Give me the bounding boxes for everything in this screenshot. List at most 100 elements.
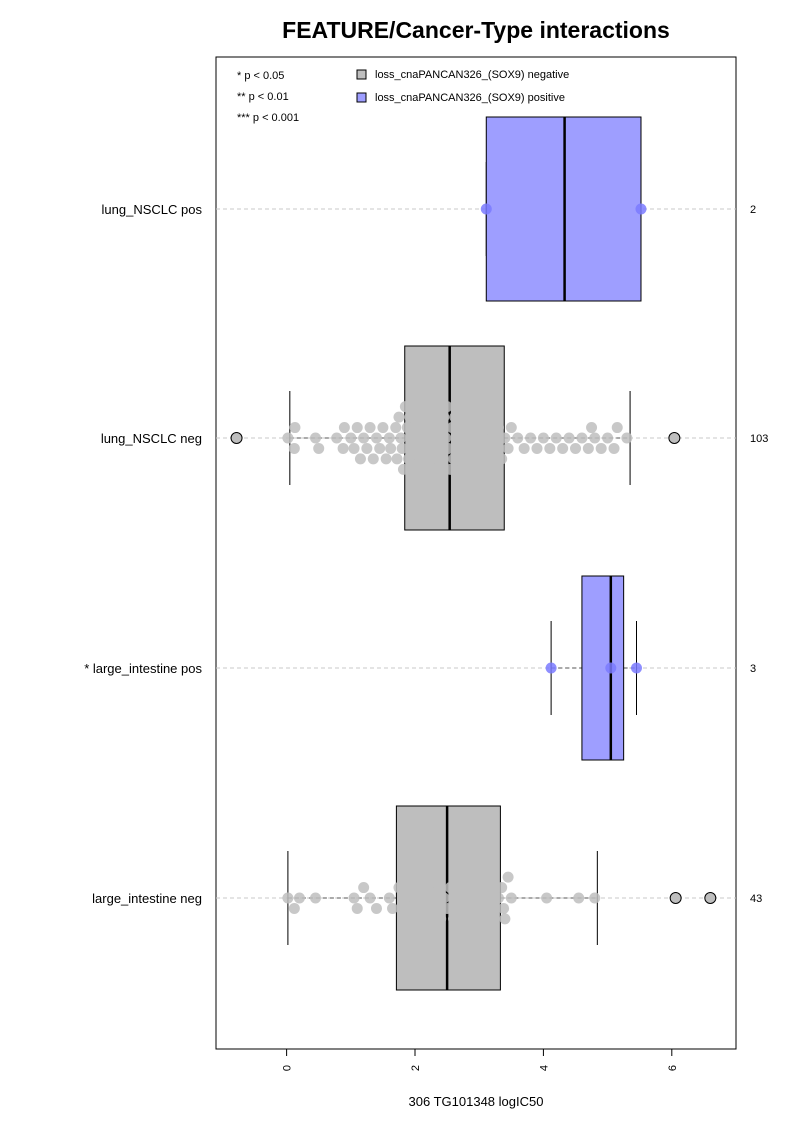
data-point: [492, 892, 504, 904]
data-point: [453, 401, 465, 413]
n-label: 103: [750, 433, 768, 445]
data-point: [550, 432, 562, 444]
data-point: [576, 432, 588, 444]
data-point: [464, 401, 476, 413]
data-point: [486, 432, 498, 444]
data-point: [448, 453, 460, 465]
data-point: [483, 453, 495, 465]
data-point: [505, 892, 517, 904]
data-point: [395, 432, 407, 444]
data-point: [467, 892, 479, 904]
data-point: [441, 902, 453, 914]
data-point: [480, 892, 492, 904]
data-point: [391, 453, 403, 465]
data-point: [415, 902, 427, 914]
data-point: [399, 892, 411, 904]
data-point: [499, 913, 511, 925]
data-point: [444, 882, 456, 894]
x-tick-label: 2: [410, 1065, 422, 1071]
x-tick-label: 4: [538, 1065, 550, 1071]
data-point: [525, 432, 537, 444]
label-layer: lung_NSCLC pos 2 lung_NSCLC neg 103 * large_…: [84, 202, 768, 906]
data-point: [496, 882, 508, 894]
data-point: [537, 432, 549, 444]
data-point: [472, 411, 484, 423]
point-layer: [230, 203, 717, 925]
data-point: [403, 453, 415, 465]
data-point: [427, 411, 439, 423]
data-point: [611, 422, 623, 434]
data-point: [406, 432, 418, 444]
data-point: [403, 902, 415, 914]
outlier-point: [668, 432, 681, 444]
data-point: [374, 442, 386, 454]
data-point: [608, 442, 620, 454]
data-point: [586, 422, 598, 434]
n-label: 2: [750, 204, 756, 216]
data-point: [467, 463, 479, 475]
data-point: [282, 432, 294, 444]
data-point: [438, 892, 450, 904]
data-point: [383, 432, 395, 444]
legend-label: loss_cnaPANCAN326_(SOX9) negative: [375, 69, 569, 81]
x-tick-label: 0: [282, 1065, 294, 1071]
outlier-point: [230, 432, 243, 444]
outlier-point: [669, 892, 682, 904]
data-point: [563, 432, 575, 444]
data-point: [440, 432, 452, 444]
x-tick-label: 6: [667, 1065, 679, 1071]
data-point: [486, 902, 498, 914]
data-point: [589, 432, 601, 444]
n-label: 43: [750, 893, 762, 905]
data-point: [422, 463, 434, 475]
data-point: [313, 442, 325, 454]
legend-swatch: [356, 69, 367, 80]
data-point: [502, 871, 514, 883]
data-point: [448, 913, 460, 925]
data-point: [441, 401, 453, 413]
data-point: [451, 432, 463, 444]
legend: * p < 0.05 ** p < 0.01 *** p < 0.001 loss_c…: [237, 69, 569, 124]
grid-layer: [216, 208, 736, 899]
data-point: [345, 432, 357, 444]
legend-label: loss_cnaPANCAN326_(SOX9) positive: [375, 92, 565, 104]
data-point: [288, 442, 300, 454]
data-point: [454, 442, 466, 454]
box-layer: [287, 116, 642, 991]
x-axis: 0 2 4 6: [282, 1048, 679, 1071]
data-point: [480, 203, 492, 215]
data-point: [399, 401, 411, 413]
data-point: [417, 432, 429, 444]
data-point: [331, 432, 343, 444]
data-point: [337, 442, 349, 454]
data-point: [431, 442, 443, 454]
data-point: [476, 442, 488, 454]
data-point: [444, 463, 456, 475]
chart-title: FEATURE/Cancer-Type interactions: [282, 17, 670, 43]
data-point: [531, 442, 543, 454]
legend-swatch: [356, 92, 367, 103]
data-point: [573, 892, 585, 904]
data-point: [459, 453, 471, 465]
category-label: lung_NSCLC pos: [102, 202, 203, 217]
data-point: [595, 442, 607, 454]
data-point: [466, 442, 478, 454]
data-point: [370, 432, 382, 444]
data-point: [348, 892, 360, 904]
data-point: [351, 422, 363, 434]
data-point: [451, 892, 463, 904]
data-point: [385, 442, 397, 454]
data-point: [462, 432, 474, 444]
category-label: large_intestine neg: [92, 891, 202, 906]
data-point: [518, 442, 530, 454]
data-point: [412, 892, 424, 904]
data-point: [435, 422, 447, 434]
data-point: [358, 882, 370, 894]
data-point: [361, 442, 373, 454]
data-point: [364, 892, 376, 904]
data-point: [621, 432, 633, 444]
data-point: [602, 432, 614, 444]
data-point: [438, 411, 450, 423]
data-point: [358, 432, 370, 444]
data-point: [367, 453, 379, 465]
